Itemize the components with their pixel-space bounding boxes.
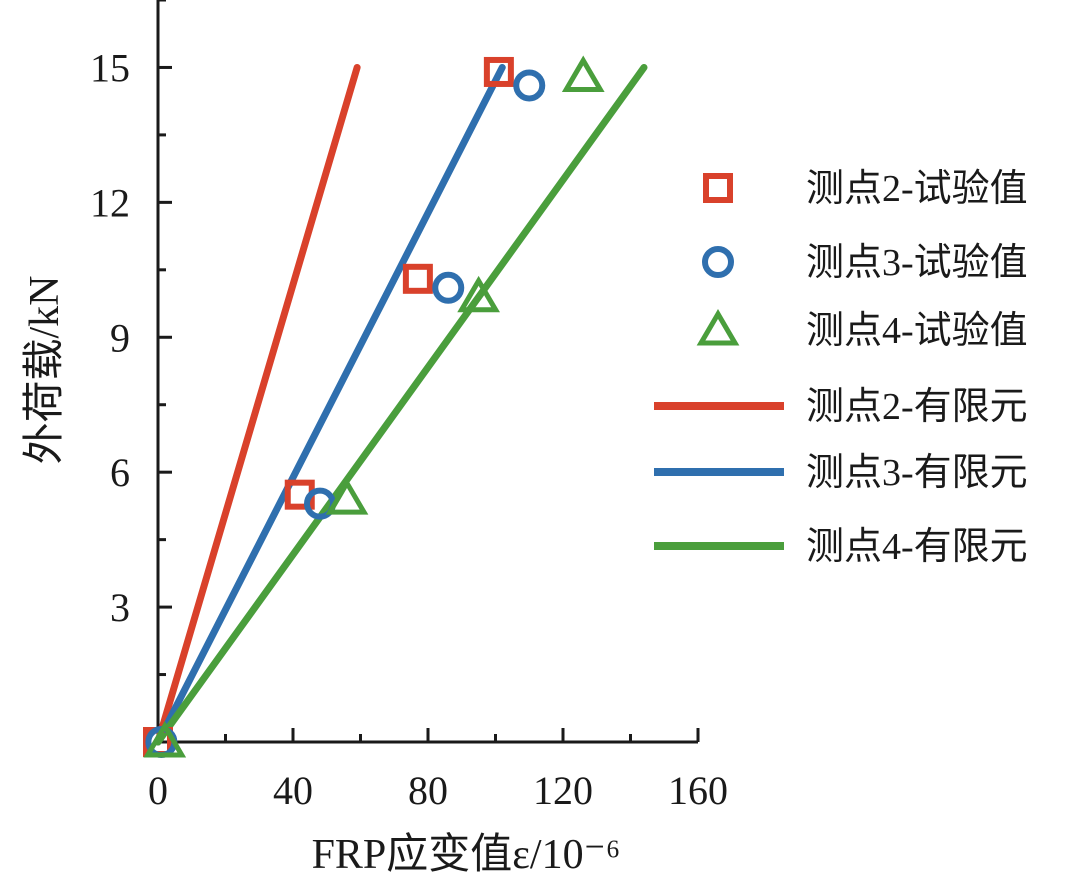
data-point-square	[402, 263, 433, 294]
data-point-triangle	[561, 55, 605, 92]
fe-line	[154, 63, 648, 746]
y-axis-label: 外荷载/kN	[22, 275, 68, 464]
fe-line	[154, 63, 506, 746]
y-tick-label: 9	[110, 315, 130, 360]
legend-label: 测点2-有限元	[806, 386, 1028, 428]
x-tick-label: 0	[148, 768, 168, 813]
x-tick-label: 120	[533, 768, 593, 813]
legend-marker-square	[703, 173, 733, 203]
x-axis-label: FRP应变值ε/10⁻⁶	[312, 831, 621, 878]
y-tick-label: 12	[90, 180, 130, 225]
legend-label: 测点3-有限元	[806, 452, 1028, 494]
legend-label: 测点2-试验值	[806, 168, 1028, 210]
x-tick-label: 80	[408, 768, 448, 813]
legend-label: 测点4-试验值	[806, 310, 1028, 352]
legend-label: 测点4-有限元	[806, 526, 1028, 568]
data-point-circle	[513, 69, 546, 102]
y-tick-label: 3	[110, 585, 130, 630]
x-tick-label: 40	[273, 768, 313, 813]
legend-marker-circle	[702, 246, 734, 278]
legend: 测点2-试验值测点3-试验值测点4-试验值测点2-有限元测点3-有限元测点4-有…	[654, 168, 1028, 568]
legend-marker-triangle	[696, 309, 740, 346]
fe-line	[154, 63, 361, 746]
fe-lines	[154, 63, 648, 746]
data-point-triangle	[325, 478, 369, 515]
test-markers	[143, 55, 605, 758]
y-tick-label: 6	[110, 450, 130, 495]
data-point-circle	[432, 271, 465, 304]
y-tick-label: 15	[90, 45, 130, 90]
data-point-triangle	[143, 721, 187, 758]
x-tick-label: 160	[668, 768, 728, 813]
data-point-triangle	[457, 275, 500, 313]
tick-labels: 0 40 80 120 160 3 6 9 12 15	[90, 45, 728, 813]
legend-label: 测点3-试验值	[806, 242, 1028, 284]
ticks	[156, 0, 700, 742]
data-point-square	[483, 56, 514, 87]
